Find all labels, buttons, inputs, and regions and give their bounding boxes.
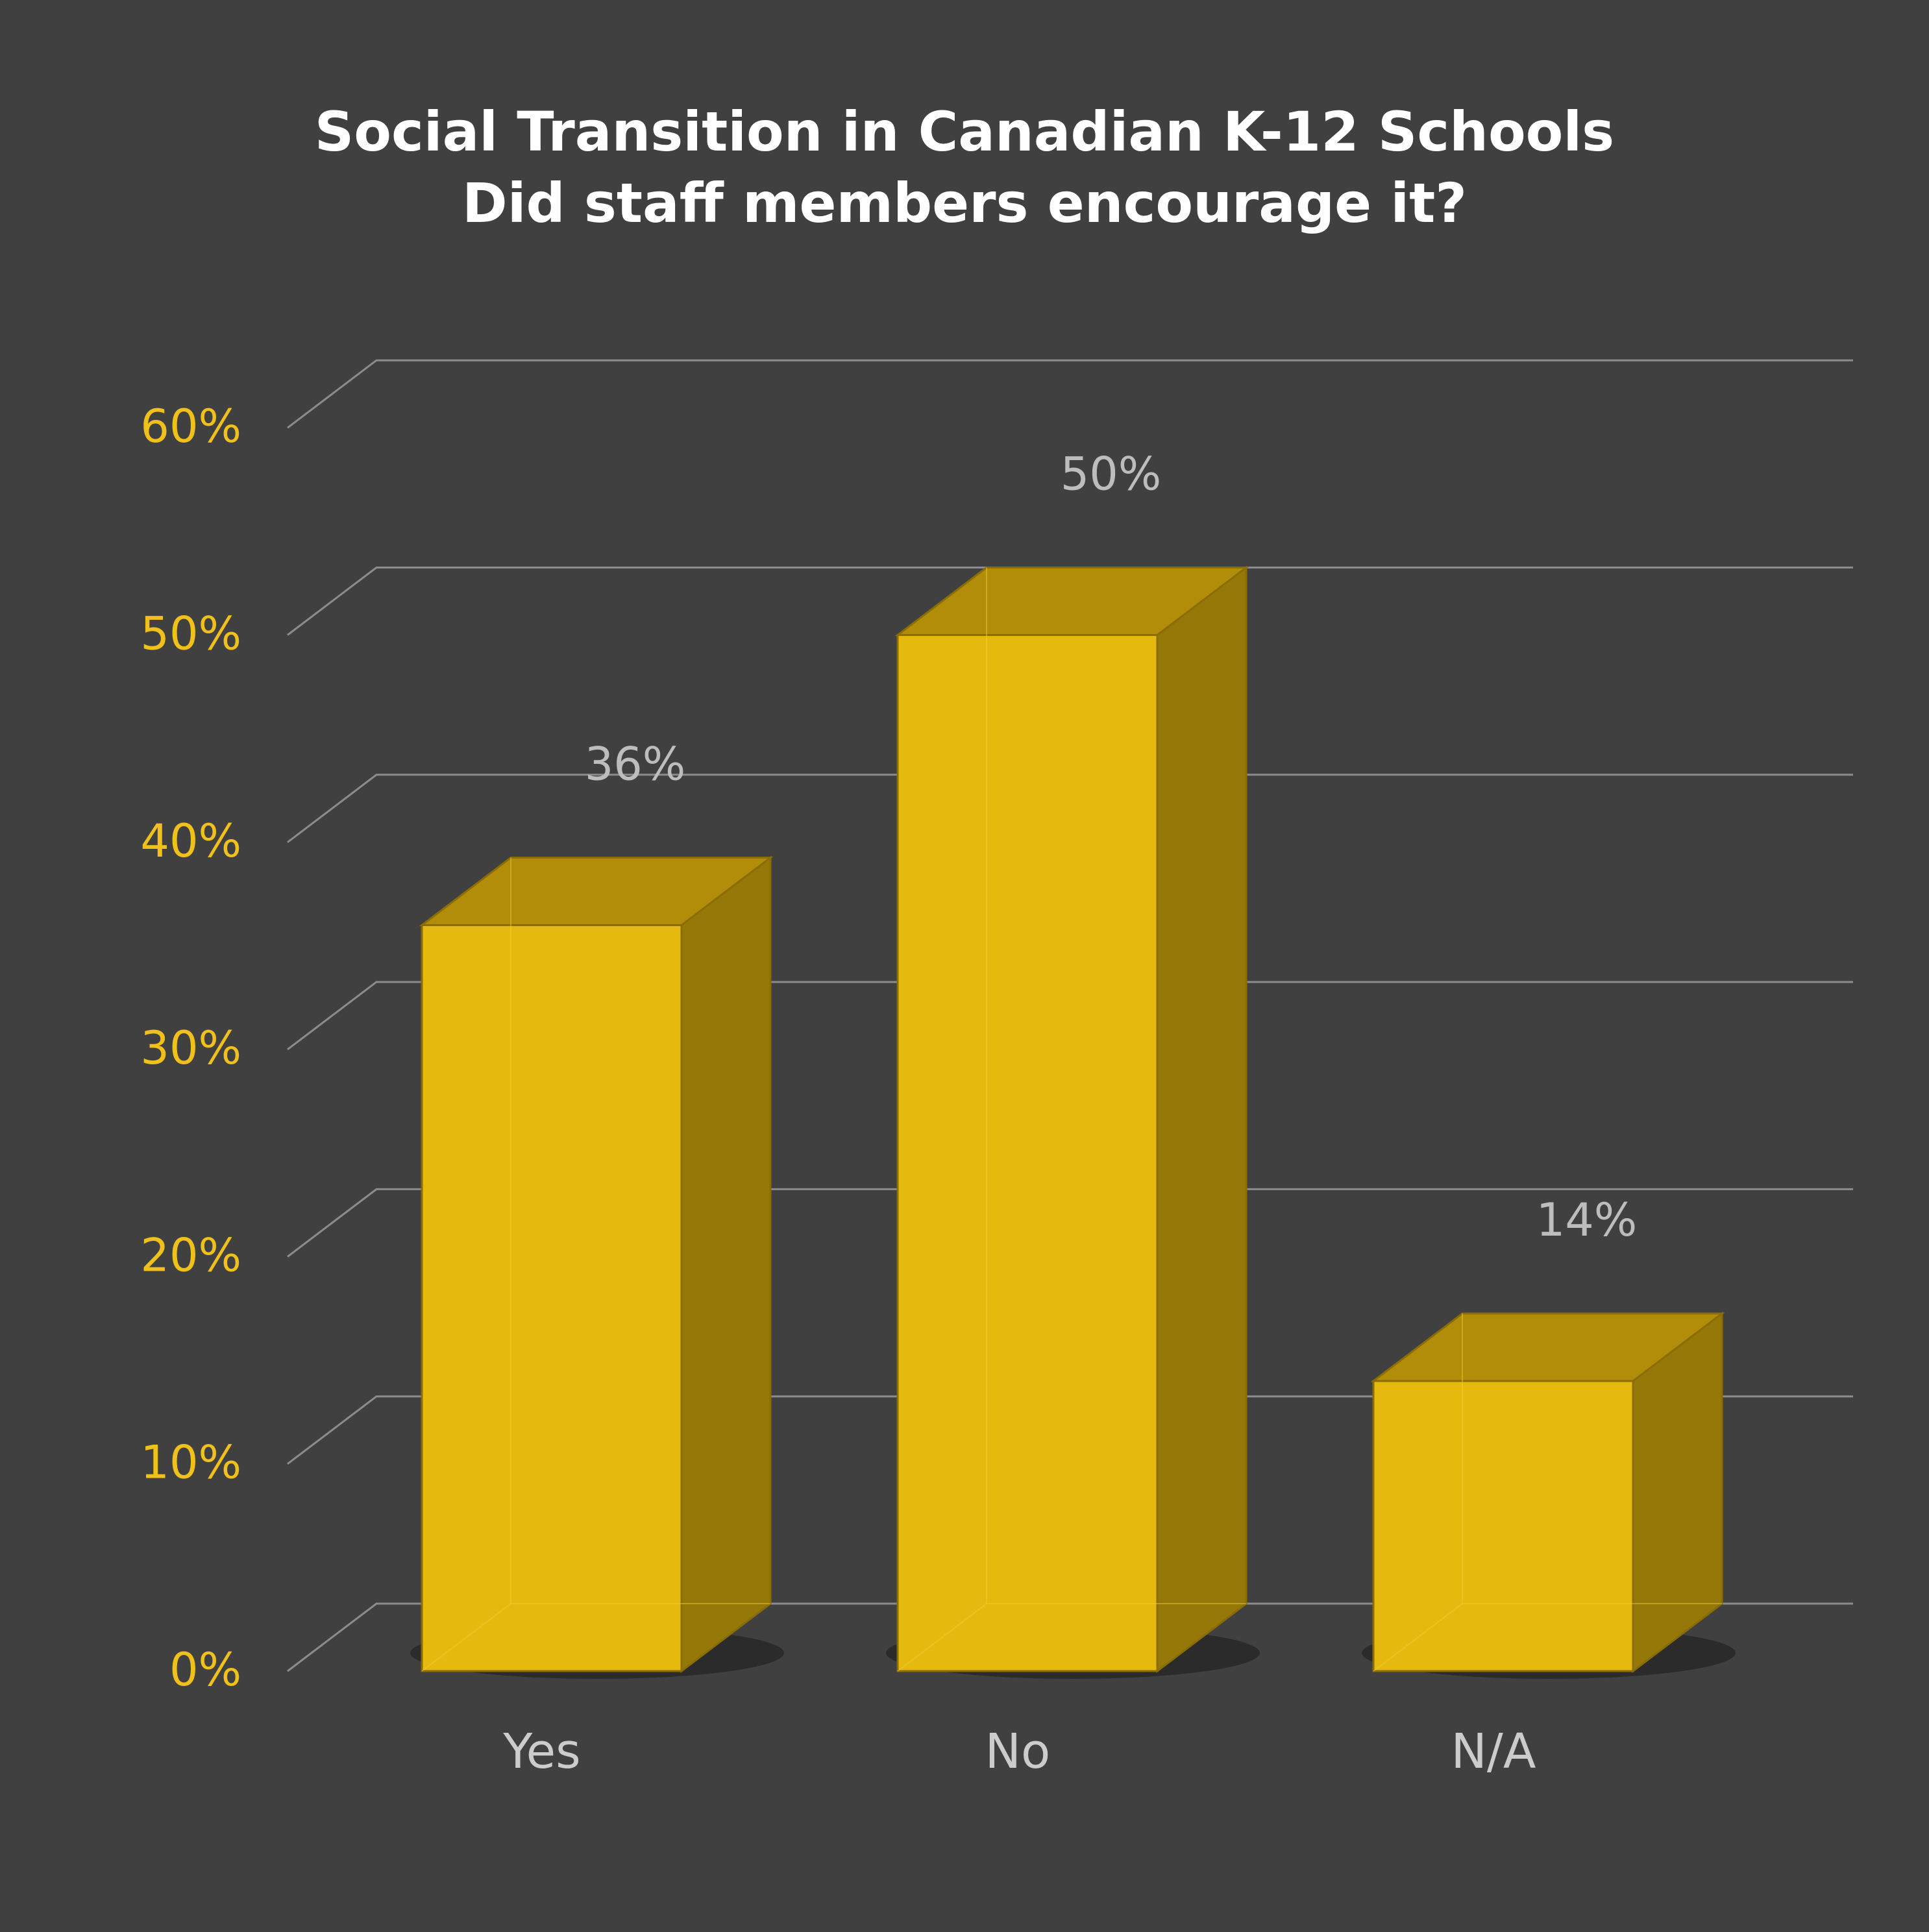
grid-layer — [287, 359, 1853, 1672]
y-tick-label-1: 10% — [140, 1436, 241, 1489]
labels: 36% Yes 50% No 14% N/A — [502, 448, 1637, 1780]
value-label-1: 50% — [1061, 448, 1162, 501]
y-tick-label-3: 30% — [140, 1021, 241, 1075]
bar-side-1 — [1156, 565, 1247, 1674]
value-label-2: 14% — [1536, 1193, 1638, 1247]
bar-side-0 — [680, 855, 772, 1674]
chart-title-line-2: Did staff members encourage it? — [462, 171, 1467, 235]
gridline-4 — [287, 774, 1853, 843]
y-tick-label-4: 40% — [140, 814, 241, 868]
bar-1 — [896, 634, 1159, 1672]
y-tick-label-6: 60% — [140, 400, 241, 453]
bar-back-edge-1 — [897, 1603, 1246, 1672]
gridline-0 — [287, 1602, 1853, 1672]
value-label-0: 36% — [585, 738, 686, 791]
gridline-3 — [287, 981, 1853, 1051]
y-axis-ticks: 0% 10% 20% 30% 40% 50% 60% — [140, 400, 241, 1696]
bars — [419, 565, 1725, 1674]
gridline-6 — [287, 359, 1853, 429]
bar-0 — [421, 924, 683, 1672]
gridline-5 — [287, 567, 1853, 636]
bar-back-edge-0 — [421, 1603, 770, 1672]
bar-back-edge-2 — [1373, 1603, 1722, 1672]
y-tick-label-5: 50% — [140, 607, 241, 661]
category-label-2: N/A — [1451, 1724, 1536, 1779]
category-label-0: Yes — [502, 1724, 580, 1779]
y-tick-label-0: 0% — [169, 1643, 241, 1696]
chart-title-line-1: Social Transition in Canadian K-12 Schoo… — [315, 100, 1614, 164]
y-tick-label-2: 20% — [140, 1229, 241, 1282]
bar-2 — [1372, 1380, 1634, 1672]
category-label-1: No — [985, 1724, 1051, 1779]
gridline-1 — [287, 1395, 1853, 1465]
gridline-2 — [287, 1188, 1853, 1258]
